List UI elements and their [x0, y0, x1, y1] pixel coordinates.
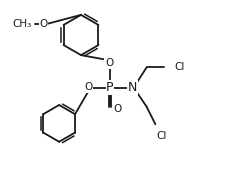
Text: N: N — [128, 81, 137, 94]
Text: Cl: Cl — [156, 131, 167, 141]
Text: P: P — [106, 81, 114, 94]
Text: O: O — [113, 104, 121, 114]
Text: O: O — [84, 82, 92, 93]
Text: O: O — [105, 58, 113, 68]
Text: O: O — [40, 19, 48, 29]
Text: CH₃: CH₃ — [12, 19, 31, 29]
Text: Cl: Cl — [175, 62, 185, 72]
